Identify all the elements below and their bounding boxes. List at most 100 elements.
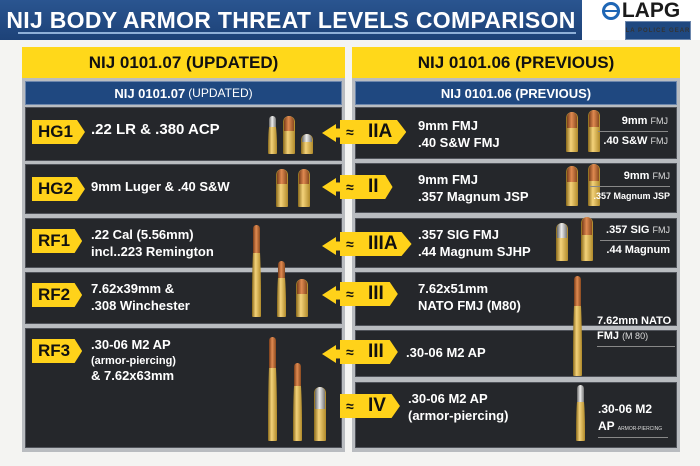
line: (armor-piercing) [408,407,509,423]
l: 9mm [623,170,650,182]
approx-icon: ≈ [346,236,354,252]
line: & 7.62x63mm [91,368,175,384]
line: NATO FMJ (M80) [418,297,521,313]
bullet-label: 9mm FMJ .40 S&W FMJ [598,114,668,149]
threat-text: 7.62x51mm NATO FMJ (M80) [418,281,521,315]
level-badge: ≈ IIIA [340,232,412,256]
bullet-label: 7.62mm NATO FMJ (M 80) [597,314,675,349]
rifle-bullet-icon [293,363,302,441]
l: .44 Magnum [606,243,670,256]
bullet-icon [301,134,313,154]
line: .22 Cal (5.56mm) [91,227,194,242]
line: .44 Magnum SJHP [418,243,531,259]
line: 9mm FMJ [418,172,478,187]
approx-icon: ≈ [346,398,354,414]
approx-icon: ≈ [346,179,354,195]
threat-text: .357 SIG FMJ .44 Magnum SJHP [418,227,531,261]
l: .40 S&W [603,134,648,147]
bullet-icon [268,116,277,154]
level: III [368,341,384,362]
level-row-iv: .30-06 M2 AP (armor-piercing) .30-06 M2 AP… [355,382,677,448]
bullet-icon [556,223,568,261]
approx-icon: ≈ [346,124,354,140]
level: III [368,283,384,304]
bullet-icon [566,166,578,206]
level-badge: ≈ II [340,175,393,199]
rifle-bullet-icon [573,276,582,376]
l: .357 Magnum JSP [593,190,670,201]
line: 9mm FMJ [418,118,478,133]
threat-text: 7.62x39mm & .308 Winchester [91,281,190,315]
bullet-icon [314,387,326,441]
level-row-iii-a: 7.62x51mm NATO FMJ (M80) [355,272,677,326]
threat-text: .30-06 M2 AP [406,345,486,360]
crosshair-icon [601,1,620,20]
bullet-icon [296,279,308,317]
level-badge: RF3 [32,339,83,363]
ap-bullet-icon [576,385,585,441]
level-badge: RF1 [32,229,83,253]
level-row-hg2: HG2 9mm Luger & .40 S&W [25,164,342,214]
bullet-icon [283,116,295,154]
line: incl..223 Remington [91,243,214,259]
left-subheader: NIJ 0101.07 (UPDATED) [25,81,342,105]
threat-text: 9mm Luger & .40 S&W [91,179,230,194]
level-badge: RF2 [32,283,83,307]
threat-text: 9mm FMJ .40 S&W FMJ [418,118,500,152]
level-badge: ≈ IIA [340,120,407,144]
threat-text: .30-06 M2 AP (armor-piercing) & 7.62x63mm [91,337,176,385]
threat-text: .30-06 M2 AP (armor-piercing) [408,391,508,425]
level-row-rf3: RF3 .30-06 M2 AP (armor-piercing) & 7.62x6… [25,328,342,448]
bullet-icon [566,112,578,152]
bullet-icon [588,164,600,206]
right-header: NIJ 0101.06 (PREVIOUS) [352,47,680,78]
threat-text: .22 Cal (5.56mm) incl..223 Remington [91,227,214,261]
bullet-icon [276,169,288,207]
line: 7.62x39mm & [91,281,175,296]
l: FMJ [597,329,619,342]
l: ARMOR-PIERCING [617,425,663,432]
bullet-label: .30-06 M2 AP ARMOR-PIERCING [598,401,668,440]
bullet-label: .357 SIG FMJ .44 Magnum [600,223,670,258]
line: .357 Magnum JSP [418,188,529,204]
level: IIIA [368,233,398,254]
line: .357 SIG FMJ [418,227,499,242]
level: IIA [368,121,393,142]
rifle-bullet-icon [277,261,286,317]
line: .40 S&W FMJ [418,134,500,150]
threat-text: 9mm FMJ .357 Magnum JSP [418,172,529,206]
level-badge: HG1 [32,120,85,144]
level-row-ii: 9mm FMJ .357 Magnum JSP 9mm FMJ .357 Magnu… [355,163,677,213]
l: (M 80) [622,330,649,341]
bullet-icon [298,169,310,207]
level-row-iia: 9mm FMJ .40 S&W FMJ 9mm FMJ .40 S&W FMJ [355,107,677,159]
level: IV [368,395,386,416]
approx-icon: ≈ [346,344,354,360]
l: .357 SIG [606,224,650,236]
sub-light: (UPDATED) [188,86,253,100]
bullet-icon [588,110,600,152]
l: AP [598,418,615,433]
line: .30-06 M2 AP [408,391,488,406]
line: .308 Winchester [91,297,190,313]
rifle-bullet-icon [268,337,277,441]
l: .30-06 M2 [598,402,653,416]
level-badge: HG2 [32,177,85,201]
l: FMJ [650,135,669,146]
level-badge: ≈ III [340,282,398,306]
level-badge: ≈ III [340,340,398,364]
level-badge: ≈ IV [340,394,400,418]
level-row-rf1: RF1 .22 Cal (5.56mm) incl..223 Remington [25,218,342,268]
bullet-icon [581,217,593,261]
l: 7.62mm NATO [597,315,672,327]
lapg-logo: LAPG LA POLICE GEAR [582,0,700,40]
level-row-hg1: HG1 .22 LR & .380 ACP [25,107,342,161]
logo-name: LAPG [621,0,681,22]
l: FMJ [652,225,671,235]
l: FMJ [652,171,671,181]
level-row-iii-b: .30-06 M2 AP [355,330,677,377]
line: (armor-piercing) [91,354,176,367]
rifle-bullet-icon [252,225,261,317]
sub-bold: NIJ 0101.07 [114,85,186,101]
left-header: NIJ 0101.07 (UPDATED) [22,47,345,78]
